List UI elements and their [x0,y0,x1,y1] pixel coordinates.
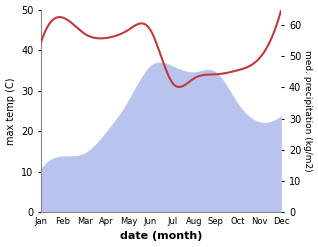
Y-axis label: max temp (C): max temp (C) [5,77,16,144]
Y-axis label: med. precipitation (kg/m2): med. precipitation (kg/m2) [303,50,313,172]
X-axis label: date (month): date (month) [120,231,203,242]
